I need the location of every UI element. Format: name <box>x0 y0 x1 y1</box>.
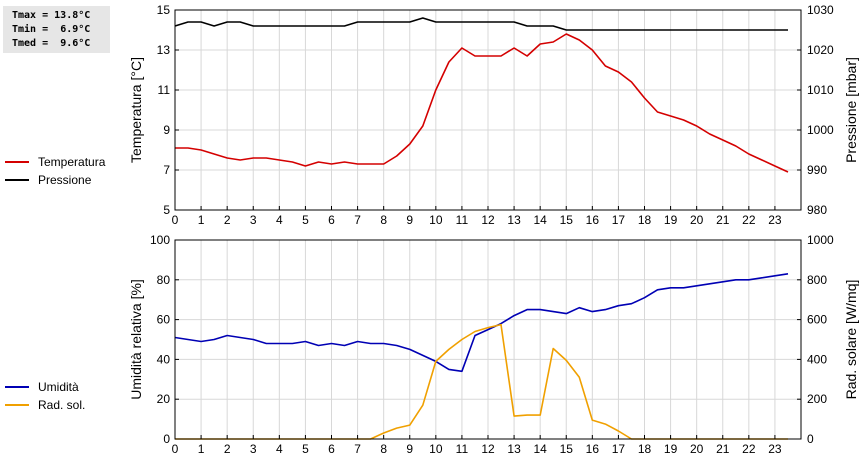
legend-label: Umidità <box>38 380 79 394</box>
series-line-rad-sol <box>175 323 788 440</box>
x-tick-label: 22 <box>742 442 756 456</box>
y-tick-label: 5 <box>163 203 170 217</box>
y-tick-label: 60 <box>157 313 171 327</box>
x-tick-label: 16 <box>586 213 600 227</box>
x-tick-label: 21 <box>716 442 730 456</box>
x-tick-label: 13 <box>507 442 521 456</box>
y-tick-label: 20 <box>157 392 171 406</box>
x-tick-label: 0 <box>172 442 179 456</box>
x-tick-label: 6 <box>328 442 335 456</box>
x-tick-label: 21 <box>716 213 730 227</box>
y2-tick-label: 600 <box>807 313 827 327</box>
x-tick-label: 4 <box>276 213 283 227</box>
series-line-pressione <box>174 17 788 31</box>
y-axis-label: Temperatura [°C] <box>128 57 144 163</box>
y-tick-label: 11 <box>158 83 171 97</box>
x-tick-label: 0 <box>172 213 179 227</box>
x-tick-label: 17 <box>612 442 626 456</box>
x-tick-label: 3 <box>250 442 257 456</box>
x-tick-label: 12 <box>481 442 495 456</box>
x-tick-label: 11 <box>456 213 469 227</box>
x-tick-label: 14 <box>533 442 547 456</box>
series-line-temperatura <box>175 33 789 173</box>
x-tick-label: 2 <box>224 213 231 227</box>
y2-tick-label: 990 <box>807 163 827 177</box>
x-tick-label: 13 <box>507 213 521 227</box>
y-tick-label: 9 <box>163 123 170 137</box>
x-tick-label: 15 <box>560 213 574 227</box>
x-tick-label: 6 <box>328 213 335 227</box>
y2-tick-label: 980 <box>807 203 827 217</box>
x-tick-label: 17 <box>612 213 626 227</box>
x-tick-label: 9 <box>406 213 413 227</box>
y-tick-label: 40 <box>157 352 171 366</box>
x-tick-label: 19 <box>664 442 678 456</box>
y2-tick-label: 1010 <box>807 83 834 97</box>
x-tick-label: 5 <box>302 213 309 227</box>
x-tick-label: 8 <box>380 213 387 227</box>
x-tick-label: 22 <box>742 213 756 227</box>
x-tick-label: 23 <box>768 213 782 227</box>
x-tick-label: 2 <box>224 442 231 456</box>
x-tick-label: 12 <box>481 213 495 227</box>
x-tick-label: 18 <box>638 213 652 227</box>
y2-tick-label: 1000 <box>807 233 834 247</box>
y2-tick-label: 0 <box>807 432 814 446</box>
y-tick-label: 0 <box>163 432 170 446</box>
legend-label: Pressione <box>38 173 92 187</box>
stat-tmed: Tmed = 9.6°C <box>12 38 91 49</box>
x-tick-label: 3 <box>250 213 257 227</box>
y-tick-label: 13 <box>157 43 171 57</box>
x-tick-label: 20 <box>690 213 704 227</box>
y2-axis-label: Pressione [mbar] <box>843 57 859 163</box>
y-tick-label: 7 <box>163 163 170 177</box>
x-tick-label: 11 <box>456 442 469 456</box>
x-tick-label: 1 <box>198 213 205 227</box>
y2-axis-label: Rad. solare [W/mq] <box>843 280 859 400</box>
x-tick-label: 19 <box>664 213 678 227</box>
x-tick-label: 15 <box>560 442 574 456</box>
x-tick-label: 9 <box>406 442 413 456</box>
stat-tmax: Tmax = 13.8°C <box>12 10 91 21</box>
x-tick-label: 10 <box>429 213 443 227</box>
x-tick-label: 18 <box>638 442 652 456</box>
x-tick-label: 10 <box>429 442 443 456</box>
y-tick-label: 15 <box>157 3 171 17</box>
x-tick-label: 7 <box>354 213 361 227</box>
series-line-umidit <box>174 273 789 373</box>
x-tick-label: 20 <box>690 442 704 456</box>
y2-tick-label: 1030 <box>807 3 834 17</box>
x-tick-label: 23 <box>768 442 782 456</box>
y2-tick-label: 400 <box>807 352 827 366</box>
x-tick-label: 14 <box>533 213 547 227</box>
y-axis-label: Umidità relativa [%] <box>128 279 144 400</box>
y2-tick-label: 1020 <box>807 43 834 57</box>
x-tick-label: 4 <box>276 442 283 456</box>
y2-tick-label: 1000 <box>807 123 834 137</box>
y-tick-label: 100 <box>150 233 170 247</box>
stats-box: Tmax = 13.8°C Tmin = 6.9°C Tmed = 9.6°C <box>3 6 110 53</box>
x-tick-label: 7 <box>354 442 361 456</box>
x-tick-label: 5 <box>302 442 309 456</box>
legend-label: Rad. sol. <box>38 398 85 412</box>
stat-tmin: Tmin = 6.9°C <box>12 24 91 35</box>
x-tick-label: 8 <box>380 442 387 456</box>
legend-label: Temperatura <box>38 155 106 169</box>
y2-tick-label: 200 <box>807 392 827 406</box>
x-tick-label: 1 <box>198 442 205 456</box>
y2-tick-label: 800 <box>807 273 827 287</box>
x-tick-label: 16 <box>586 442 600 456</box>
y-tick-label: 80 <box>157 273 171 287</box>
